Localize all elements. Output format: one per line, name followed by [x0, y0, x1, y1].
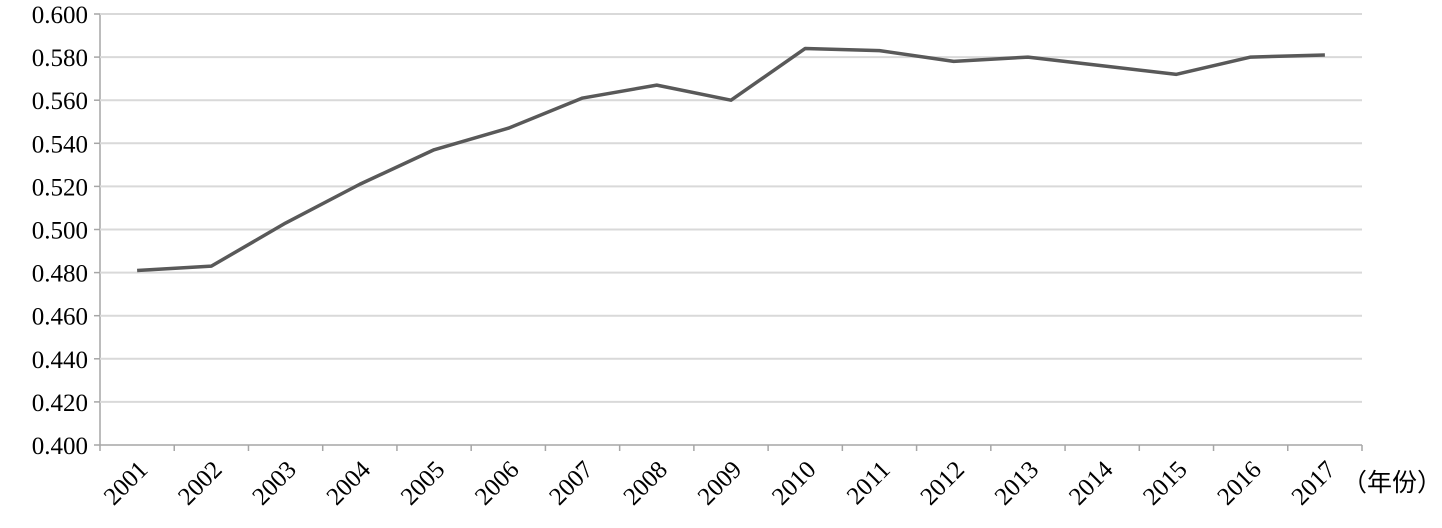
x-tick-label: 2007 [544, 456, 598, 510]
x-tick-label: 2017 [1287, 456, 1341, 510]
y-tick-label: 0.580 [32, 45, 88, 72]
line [137, 46, 1325, 273]
y-tick-label: 0.440 [32, 347, 88, 374]
x-tick-label: 2002 [173, 456, 227, 510]
y-tick-label: 0.400 [32, 433, 88, 460]
x-tick-label: 2013 [990, 456, 1044, 510]
x-tick-label: 2005 [396, 456, 450, 510]
x-tick-label: 2009 [693, 456, 747, 510]
x-tick-label: 2008 [619, 456, 673, 510]
x-tick-label: 2011 [842, 456, 896, 510]
x-tick-label: 2010 [767, 456, 821, 510]
y-tick-label: 0.600 [32, 2, 88, 29]
x-tick-label: 2003 [247, 456, 301, 510]
x-tick-label: 2006 [470, 456, 524, 510]
y-tick-label: 0.460 [32, 304, 88, 331]
y-tick-label: 0.560 [32, 88, 88, 115]
y-tick-label: 0.500 [32, 218, 88, 245]
y-tick-label: 0.420 [32, 390, 88, 417]
x-tick-label: 2016 [1212, 456, 1266, 510]
x-tick-label: 2012 [916, 456, 970, 510]
x-tick-label: 2004 [322, 456, 377, 511]
x-tick-label: 2014 [1064, 456, 1119, 511]
y-tick-label: 0.520 [32, 174, 88, 201]
x-axis-label: （年份） [1342, 469, 1442, 497]
y-tick-label: 0.540 [32, 131, 88, 158]
x-tick-label: 2001 [99, 456, 153, 510]
x-tick-label: 2015 [1138, 456, 1192, 510]
y-tick-label: 0.480 [32, 261, 88, 288]
